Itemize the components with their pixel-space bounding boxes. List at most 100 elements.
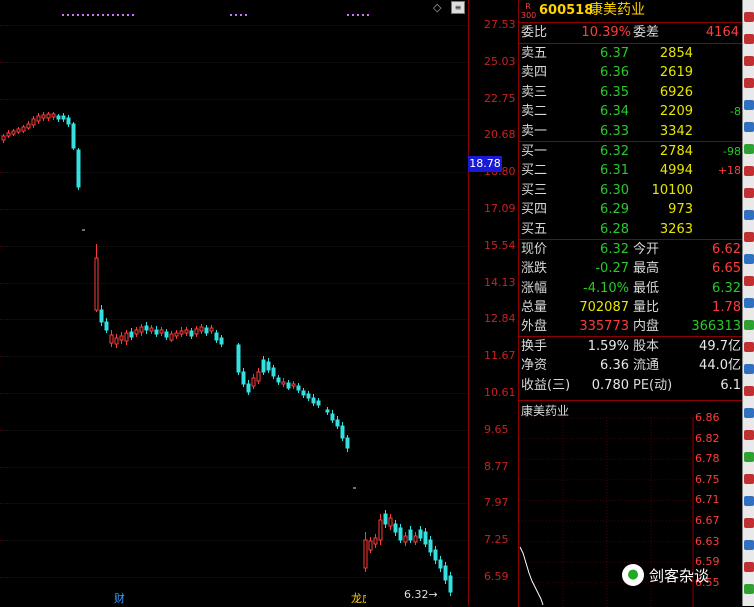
toolbar-icon[interactable] <box>744 56 754 66</box>
toolbar-icon[interactable] <box>744 474 754 484</box>
buy-level-row[interactable]: 买二 6.31 4994 +18 <box>519 161 743 180</box>
event-mark-dragon-tiger[interactable]: 龙虎榜 <box>351 592 366 605</box>
intraday-price-tick: 6.63 <box>695 534 720 548</box>
toolbar-icon[interactable] <box>744 298 754 308</box>
signal-dot <box>72 14 74 16</box>
candle-body <box>139 326 144 333</box>
candle-body <box>438 559 443 569</box>
diamond-icon[interactable]: ◇ <box>433 1 442 14</box>
toolbar-icon[interactable] <box>744 276 754 286</box>
toolbar-icon[interactable] <box>744 122 754 132</box>
sell-level-row[interactable]: 卖三 6.35 6926 <box>519 83 743 102</box>
order-volume: 3342 <box>659 123 693 139</box>
candle-body <box>276 377 281 383</box>
candle-body <box>316 400 321 406</box>
candle-body <box>271 367 276 377</box>
grid-line <box>0 393 468 394</box>
order-volume: 2619 <box>659 65 693 81</box>
candle-body <box>368 540 373 551</box>
event-mark-finance[interactable]: 财 <box>114 592 125 605</box>
toolbar-icon[interactable] <box>744 430 754 440</box>
price-tick: 20.68 <box>484 128 516 142</box>
toolbar-icon[interactable] <box>744 496 754 506</box>
toolbar-icon[interactable] <box>744 12 754 22</box>
toolbar-icon[interactable] <box>744 166 754 176</box>
watermark: ● 剑客杂谈 <box>622 562 709 588</box>
market-tag-top: R <box>525 2 531 11</box>
signal-dot <box>67 14 69 16</box>
sell-level-row[interactable]: 卖四 6.36 2619 <box>519 63 743 82</box>
order-change: -8 <box>730 105 741 119</box>
kline-svg <box>1 14 453 596</box>
buy-level-row[interactable]: 买三 6.30 10100 <box>519 181 743 200</box>
candle-body <box>281 381 286 385</box>
toolbar-icon[interactable] <box>744 584 754 594</box>
toolbar-icon[interactable] <box>744 232 754 242</box>
price-tick: 27.53 <box>484 18 516 31</box>
sell-level-row[interactable]: 卖二 6.34 2209 -8 <box>519 102 743 121</box>
candle-body <box>99 309 104 323</box>
toolbar-icon[interactable] <box>744 78 754 88</box>
stat-row: 外盘 335773 内盘 366313 <box>519 317 743 336</box>
kline-chart[interactable]: ◇ ≡ 财 龙虎榜 6.32→ <box>0 0 468 606</box>
candle-body <box>261 359 266 373</box>
sell-level-row[interactable]: 卖五 6.37 2854 <box>519 44 743 63</box>
candle-body <box>204 327 209 334</box>
stat-label: 总量 <box>521 299 548 315</box>
market-tag: R 300 <box>521 2 536 20</box>
order-price: 6.32 <box>600 144 629 159</box>
right-toolbar <box>742 0 754 606</box>
stat-label: 最高 <box>633 261 660 277</box>
order-price: 6.37 <box>600 46 629 61</box>
toolbar-icon[interactable] <box>744 540 754 550</box>
order-price: 6.34 <box>600 104 629 120</box>
candle-body <box>11 130 16 135</box>
intraday-price-tick: 6.86 <box>695 411 720 424</box>
stock-name[interactable]: 康美药业 <box>589 2 645 18</box>
toolbar-icon[interactable] <box>744 562 754 572</box>
toolbar-icon[interactable] <box>744 144 754 154</box>
toolbar-icon[interactable] <box>744 188 754 198</box>
signal-dot <box>352 14 354 16</box>
info-value: 0.780 <box>591 377 629 393</box>
order-label: 卖五 <box>521 46 548 61</box>
stat-row: 涨跌 -0.27 最高 6.65 <box>519 259 743 278</box>
toolbar-icon[interactable] <box>744 408 754 418</box>
candle-body <box>66 117 71 125</box>
toolbar-icon[interactable] <box>744 210 754 220</box>
signal-dot <box>240 14 242 16</box>
candle-body <box>129 331 134 338</box>
toolbar-icon[interactable] <box>744 364 754 374</box>
buy-level-row[interactable]: 买一 6.32 2784 -98 <box>519 142 743 161</box>
intraday-title: 康美药业 <box>521 404 570 418</box>
buy-level-row[interactable]: 买四 6.29 973 <box>519 200 743 219</box>
order-volume: 10100 <box>651 182 693 198</box>
toolbar-icon[interactable] <box>744 386 754 396</box>
stat-value: 366313 <box>691 319 741 335</box>
intraday-chart[interactable]: 康美药业 6.86 6.82 6.78 6.75 6.71 6.67 6.63 6.59 6.5… <box>518 400 743 607</box>
toolbar-icon[interactable] <box>744 342 754 352</box>
toolbar-icon[interactable] <box>744 518 754 528</box>
toolbar-icon[interactable] <box>744 100 754 110</box>
sell-level-row[interactable]: 卖一 6.33 3342 <box>519 122 743 141</box>
candle-body <box>340 425 345 439</box>
candle-body <box>408 529 413 541</box>
candle-body <box>149 327 154 332</box>
buy-level-row[interactable]: 买五 6.28 3263 <box>519 220 743 239</box>
toolbar-icon[interactable] <box>744 254 754 264</box>
order-volume: 4994 <box>659 163 693 179</box>
price-tick: 9.65 <box>484 422 509 436</box>
candle-body <box>363 539 368 569</box>
toolbar-icon[interactable] <box>744 320 754 330</box>
candle-body <box>209 327 214 332</box>
toolbar-icon[interactable] <box>744 34 754 44</box>
signal-dot <box>367 14 369 16</box>
signal-dot <box>235 14 237 16</box>
toolbar-icon[interactable] <box>744 452 754 462</box>
menu-icon[interactable]: ≡ <box>451 1 465 14</box>
candle-body <box>169 333 174 341</box>
candle-body <box>325 409 330 413</box>
grid-line <box>0 172 468 174</box>
order-price: 6.28 <box>600 221 629 237</box>
price-tick: 14.13 <box>484 275 516 289</box>
